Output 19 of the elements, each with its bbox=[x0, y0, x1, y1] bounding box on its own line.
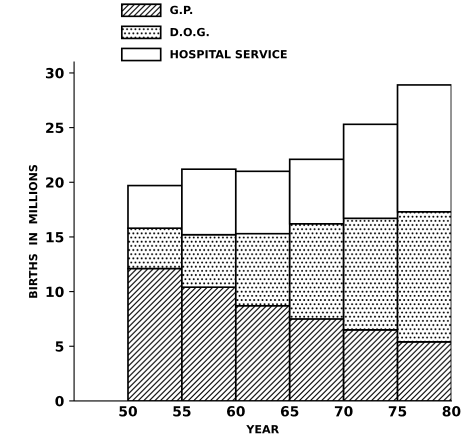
y-tick-label: 0 bbox=[55, 396, 64, 406]
x-tick-label: 80 bbox=[442, 406, 460, 417]
x-tick-label: 75 bbox=[388, 406, 406, 417]
x-axis-title: YEAR bbox=[246, 425, 279, 434]
legend-label: HOSPITAL SERVICE bbox=[170, 50, 287, 58]
y-tick-label: 10 bbox=[46, 286, 64, 298]
legend-label: D.O.G. bbox=[170, 28, 209, 36]
x-tick-label: 65 bbox=[280, 406, 298, 417]
y-tick-label: 25 bbox=[46, 122, 64, 134]
y-tick-label: 15 bbox=[46, 232, 64, 242]
y-tick-label: 30 bbox=[46, 68, 64, 78]
y-tick-label: 5 bbox=[56, 341, 64, 352]
y-axis-title: BIRTHS IN MILLIONS bbox=[28, 164, 38, 298]
x-tick-label: 70 bbox=[334, 406, 353, 417]
x-tick-label: 50 bbox=[119, 406, 137, 417]
legend-label: G.P. bbox=[170, 6, 192, 14]
y-tick-label: 20 bbox=[46, 177, 64, 188]
x-tick-label: 55 bbox=[173, 406, 191, 417]
x-tick-label: 60 bbox=[226, 406, 245, 417]
